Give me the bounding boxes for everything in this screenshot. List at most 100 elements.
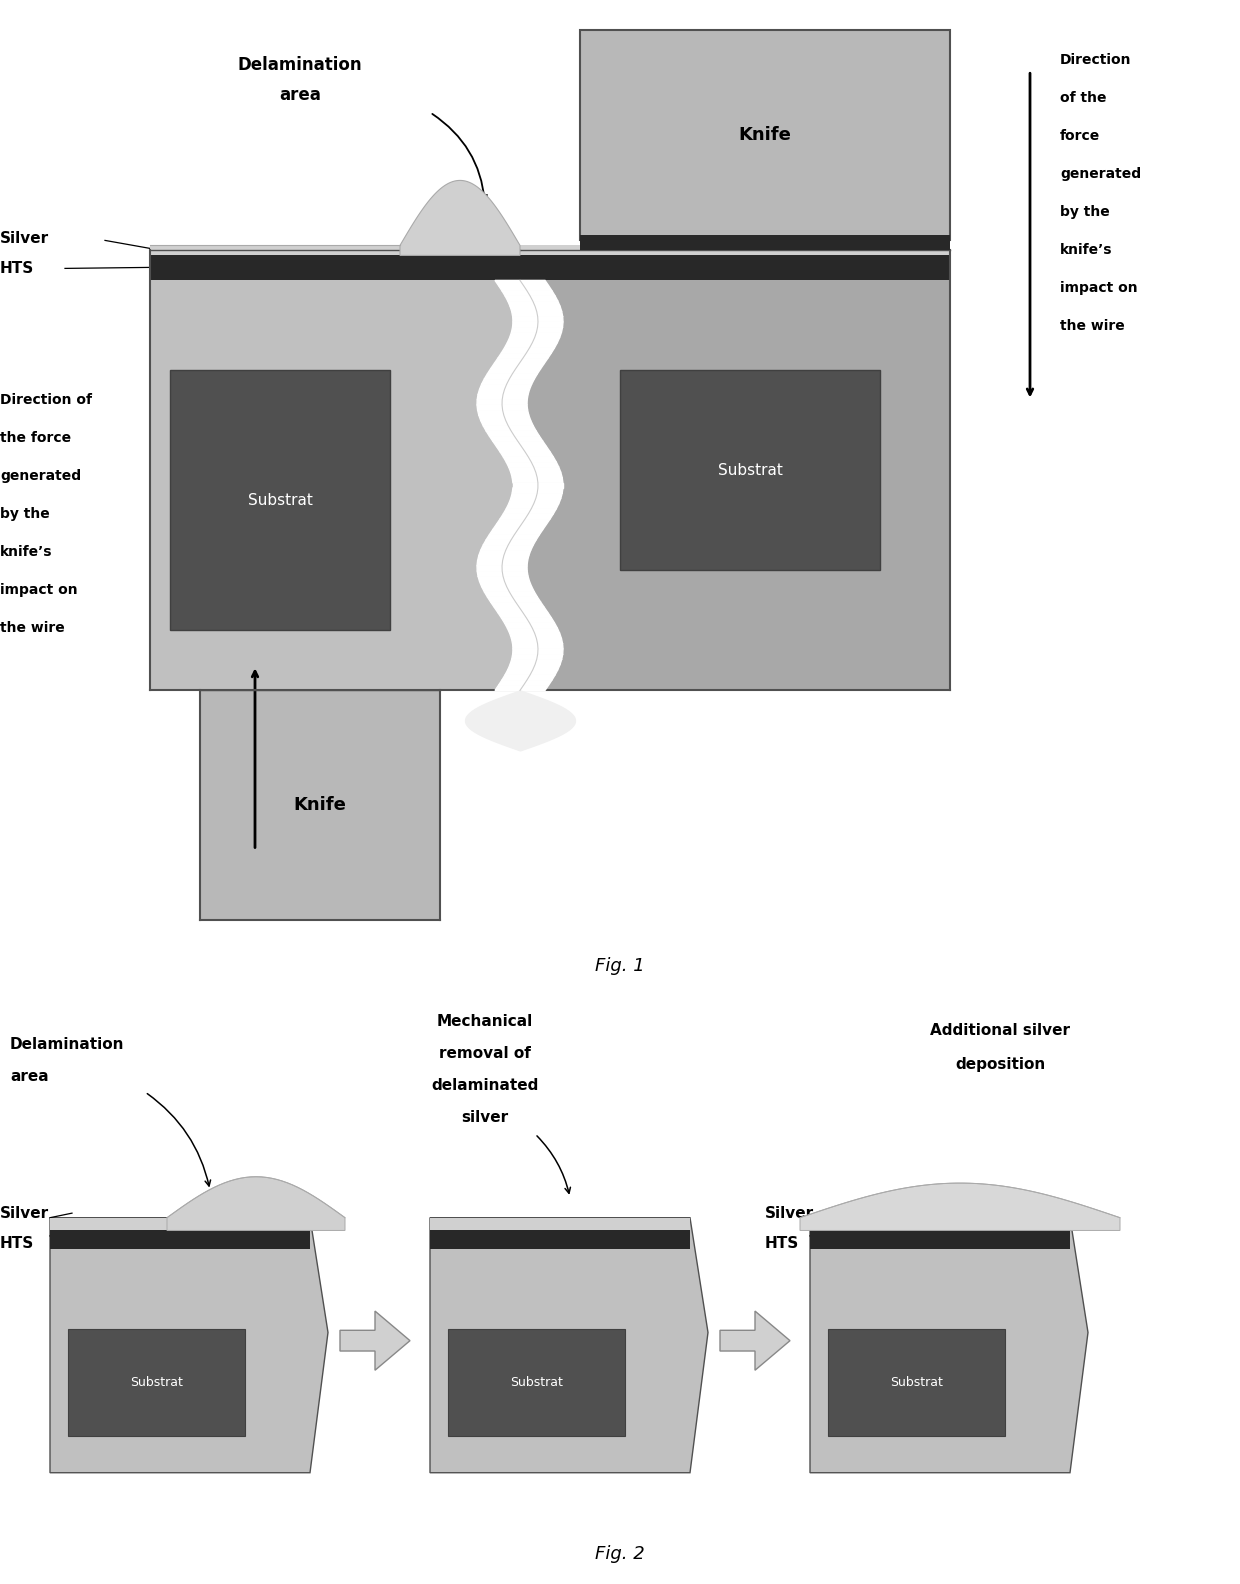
Bar <box>200 691 440 920</box>
Text: Additional silver: Additional silver <box>930 1023 1070 1039</box>
Bar <box>430 1218 689 1231</box>
Polygon shape <box>505 342 557 348</box>
Polygon shape <box>484 540 536 545</box>
Bar <box>828 1329 1004 1437</box>
Polygon shape <box>512 317 563 322</box>
Polygon shape <box>498 680 552 686</box>
Polygon shape <box>481 379 534 385</box>
Text: of the: of the <box>1060 92 1106 106</box>
Polygon shape <box>500 513 553 520</box>
Polygon shape <box>491 363 544 369</box>
Text: Silver: Silver <box>765 1205 815 1221</box>
Polygon shape <box>512 488 563 493</box>
Text: knife’s: knife’s <box>0 545 52 559</box>
Polygon shape <box>477 556 528 561</box>
Polygon shape <box>512 649 563 654</box>
Polygon shape <box>486 431 539 436</box>
Polygon shape <box>503 508 557 513</box>
Polygon shape <box>490 436 543 442</box>
Text: Direction of: Direction of <box>0 393 92 407</box>
Polygon shape <box>480 581 532 586</box>
Bar <box>580 236 950 250</box>
Polygon shape <box>495 280 548 285</box>
Bar <box>810 1231 1070 1248</box>
Polygon shape <box>481 420 533 426</box>
Polygon shape <box>512 478 563 483</box>
Polygon shape <box>340 1312 410 1370</box>
Polygon shape <box>496 520 551 524</box>
Polygon shape <box>495 358 548 363</box>
Text: Fig. 2: Fig. 2 <box>595 1544 645 1563</box>
Bar <box>68 1329 244 1437</box>
Text: Delamination: Delamination <box>10 1038 124 1052</box>
Bar <box>170 371 391 630</box>
Polygon shape <box>485 592 537 597</box>
Polygon shape <box>508 301 560 306</box>
Polygon shape <box>477 577 529 581</box>
Polygon shape <box>720 1312 790 1370</box>
Polygon shape <box>512 312 563 317</box>
Polygon shape <box>50 1218 329 1473</box>
Bar <box>520 250 950 691</box>
Polygon shape <box>502 675 556 680</box>
Polygon shape <box>496 447 551 451</box>
Polygon shape <box>491 602 544 607</box>
Polygon shape <box>500 451 553 456</box>
Polygon shape <box>511 638 563 643</box>
Polygon shape <box>477 394 528 399</box>
Polygon shape <box>501 348 554 353</box>
Bar <box>150 255 520 280</box>
Text: Knife: Knife <box>294 797 346 814</box>
Text: Direction: Direction <box>1060 54 1131 68</box>
Text: Substrat: Substrat <box>890 1376 942 1389</box>
Polygon shape <box>477 406 527 410</box>
Polygon shape <box>503 456 557 463</box>
Text: delaminated: delaminated <box>432 1079 538 1093</box>
Polygon shape <box>497 613 552 618</box>
Text: knife’s: knife’s <box>1060 244 1112 257</box>
Polygon shape <box>495 686 548 691</box>
Text: HTS: HTS <box>0 261 35 276</box>
Text: force: force <box>1060 130 1100 144</box>
Polygon shape <box>501 618 554 623</box>
Polygon shape <box>502 291 556 296</box>
Text: generated: generated <box>0 469 81 483</box>
Polygon shape <box>477 565 527 572</box>
Bar <box>150 246 430 255</box>
Polygon shape <box>512 654 563 659</box>
Text: area: area <box>10 1069 48 1083</box>
Polygon shape <box>498 285 552 291</box>
Bar <box>520 246 950 255</box>
Bar <box>448 1329 625 1437</box>
Polygon shape <box>507 337 559 342</box>
Polygon shape <box>477 572 528 577</box>
Text: the force: the force <box>0 431 71 445</box>
Polygon shape <box>505 623 557 629</box>
Polygon shape <box>490 529 543 535</box>
Text: by the: by the <box>1060 206 1110 220</box>
Polygon shape <box>401 181 520 255</box>
Text: Substrat: Substrat <box>718 463 782 478</box>
Polygon shape <box>511 328 563 333</box>
Polygon shape <box>507 629 559 634</box>
Polygon shape <box>477 399 527 406</box>
Text: the wire: the wire <box>1060 320 1125 333</box>
Polygon shape <box>480 385 532 390</box>
Text: HTS: HTS <box>765 1236 800 1251</box>
Bar <box>50 1231 310 1248</box>
Polygon shape <box>477 390 529 394</box>
Text: Mechanical: Mechanical <box>436 1014 533 1030</box>
Polygon shape <box>479 550 531 556</box>
Polygon shape <box>508 499 560 504</box>
Polygon shape <box>477 561 527 565</box>
Text: Fig. 1: Fig. 1 <box>595 957 645 976</box>
Polygon shape <box>510 659 562 664</box>
Polygon shape <box>511 472 562 478</box>
Polygon shape <box>477 410 528 415</box>
Polygon shape <box>167 1177 345 1231</box>
Bar <box>50 1218 206 1231</box>
Polygon shape <box>492 442 547 447</box>
Polygon shape <box>510 306 562 312</box>
Polygon shape <box>810 1218 1087 1473</box>
Text: Substrat: Substrat <box>510 1376 563 1389</box>
